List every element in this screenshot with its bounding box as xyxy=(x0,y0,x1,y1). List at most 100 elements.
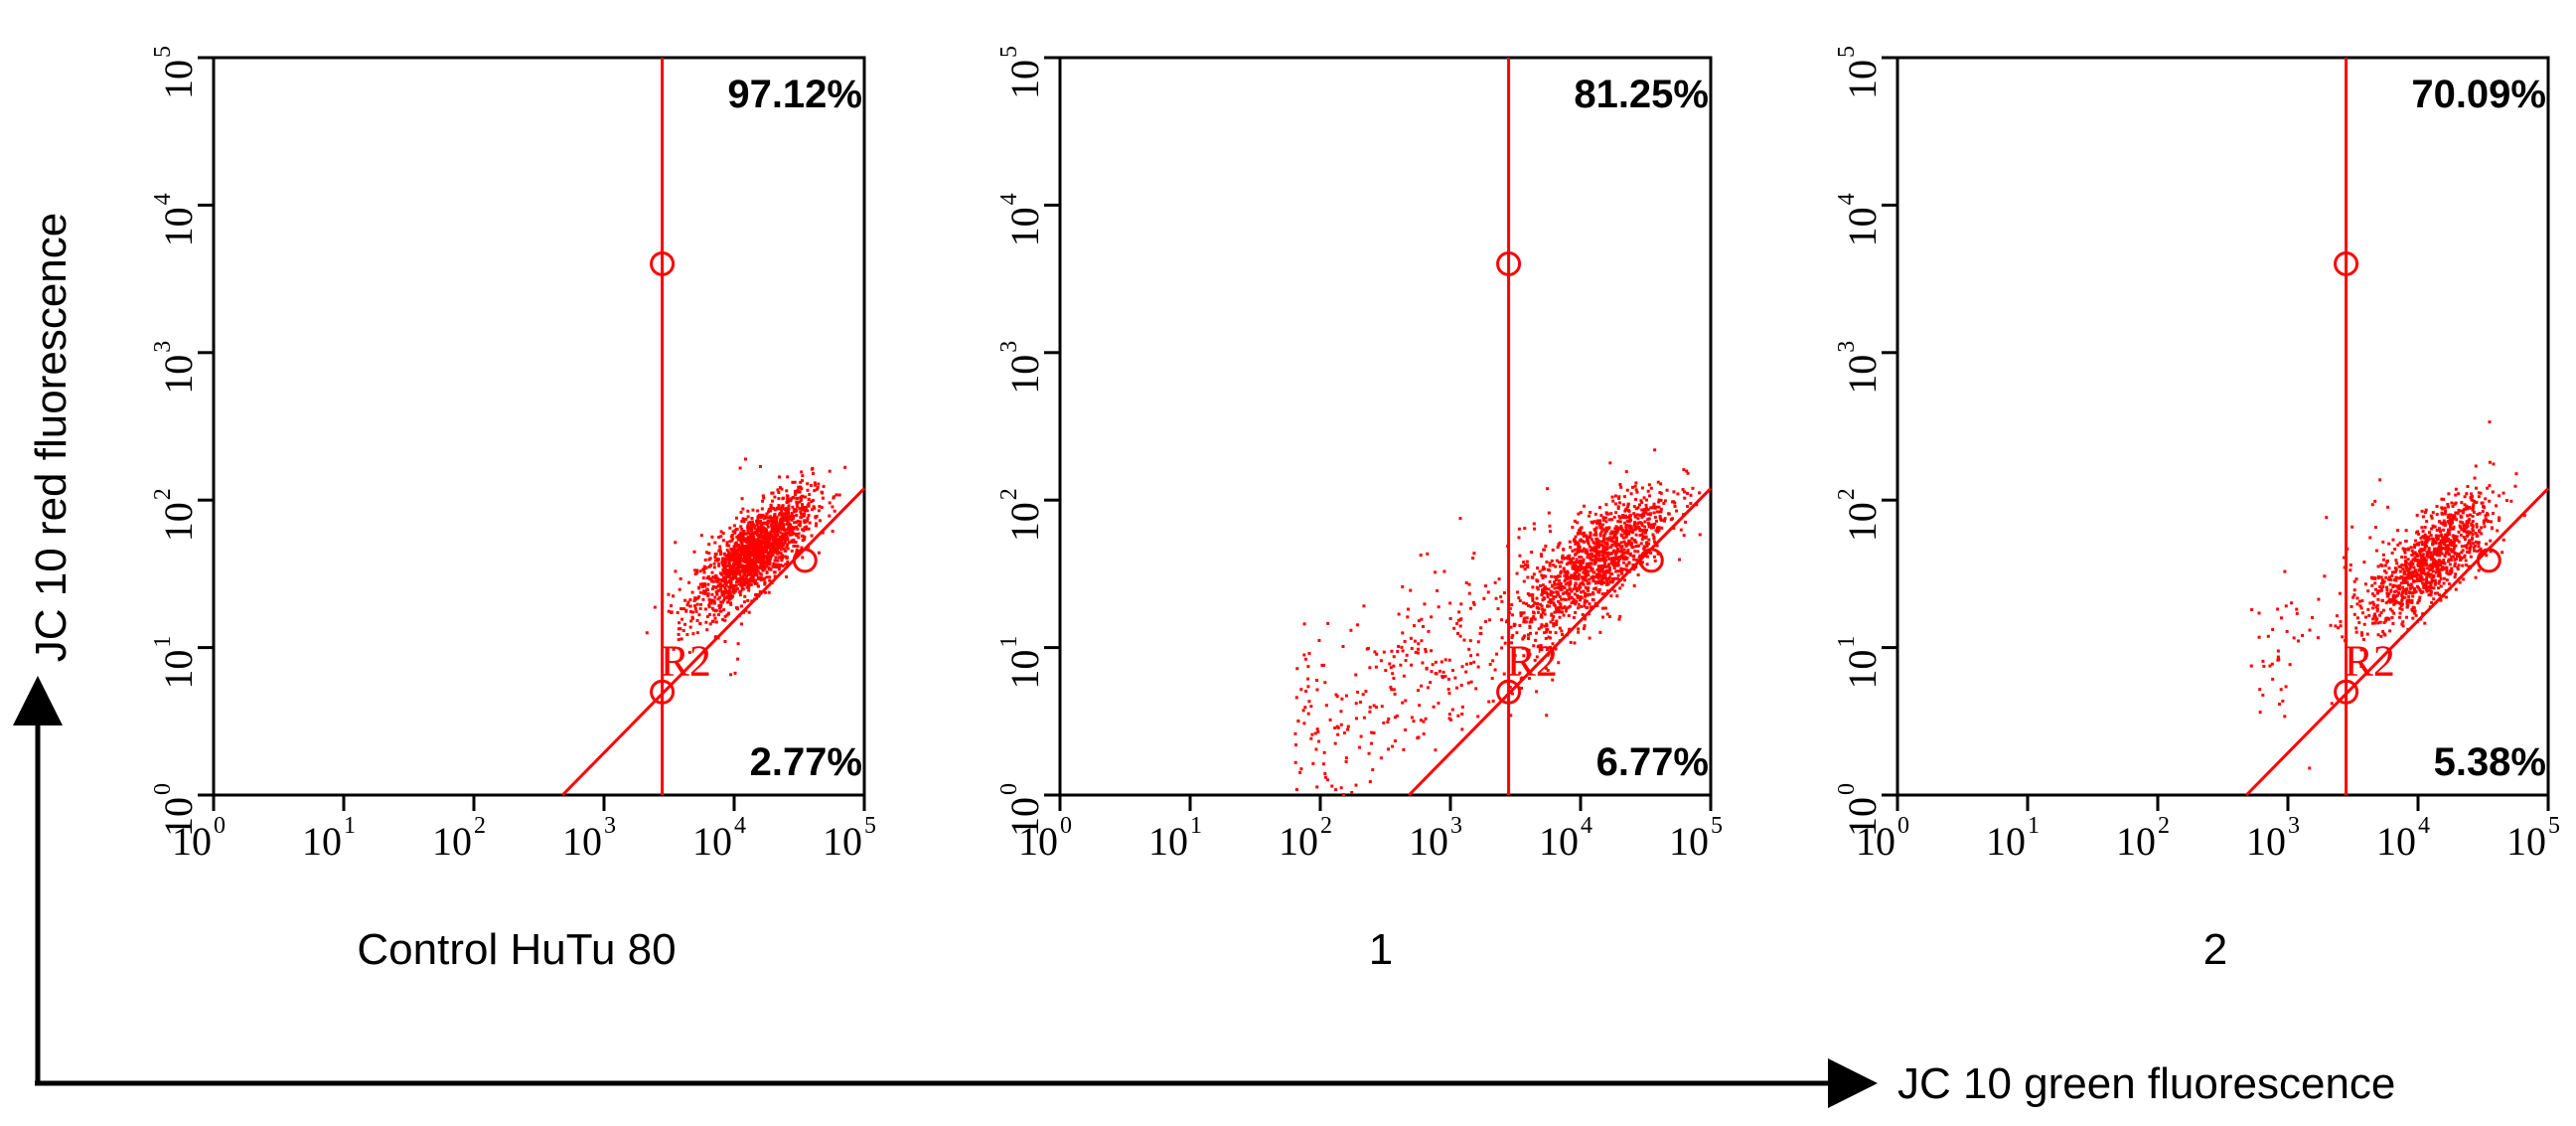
data-point xyxy=(1303,706,1307,710)
data-point xyxy=(1629,492,1633,496)
data-point xyxy=(745,577,749,581)
data-point xyxy=(1469,680,1473,684)
data-point xyxy=(758,464,762,468)
data-point xyxy=(1476,665,1480,669)
data-point xyxy=(1613,550,1617,554)
data-point xyxy=(754,531,758,535)
data-point xyxy=(2360,633,2364,637)
data-point xyxy=(789,523,793,527)
data-point xyxy=(2452,555,2456,559)
data-point xyxy=(2461,511,2465,515)
data-point xyxy=(1557,599,1561,603)
data-point xyxy=(750,547,754,551)
data-point xyxy=(712,562,716,565)
data-point xyxy=(1346,724,1350,728)
data-point xyxy=(748,540,752,544)
data-point xyxy=(1320,663,1324,667)
data-point xyxy=(2439,563,2443,566)
data-point xyxy=(2470,523,2474,527)
data-point xyxy=(779,555,783,559)
data-point xyxy=(1591,559,1594,563)
data-point xyxy=(2391,595,2395,599)
data-point xyxy=(1578,583,1582,587)
data-point xyxy=(2447,513,2451,517)
data-point xyxy=(2362,622,2366,626)
data-point xyxy=(1369,741,1373,745)
data-point xyxy=(1597,551,1601,555)
data-point xyxy=(753,539,757,543)
data-point xyxy=(2420,564,2424,568)
data-point xyxy=(2432,541,2436,545)
data-point xyxy=(1576,574,1580,578)
data-point xyxy=(2400,563,2404,566)
data-point xyxy=(1526,633,1530,637)
data-point xyxy=(1640,515,1644,519)
data-point xyxy=(1307,651,1311,655)
data-point xyxy=(2485,554,2489,558)
data-point xyxy=(2388,582,2392,586)
data-point xyxy=(1500,646,1504,650)
data-point xyxy=(697,585,701,589)
data-point xyxy=(728,571,732,575)
data-point xyxy=(1533,617,1537,621)
data-point xyxy=(2414,559,2418,563)
data-point xyxy=(2413,574,2417,578)
data-point xyxy=(787,532,791,536)
data-point xyxy=(1618,527,1622,531)
data-point xyxy=(1354,717,1358,721)
data-point xyxy=(1537,627,1541,631)
data-point xyxy=(1622,548,1626,552)
data-point xyxy=(1556,608,1560,612)
data-point xyxy=(1315,727,1319,731)
data-point xyxy=(1541,576,1545,580)
data-point xyxy=(1552,622,1556,626)
data-point xyxy=(706,592,710,596)
data-point xyxy=(1390,688,1394,692)
data-point xyxy=(723,552,727,556)
data-point xyxy=(2361,638,2365,642)
data-point xyxy=(725,589,729,593)
data-point xyxy=(1591,548,1594,552)
data-point xyxy=(1594,548,1598,552)
data-point xyxy=(1295,667,1299,671)
data-point xyxy=(1576,521,1580,525)
data-point xyxy=(2416,559,2420,563)
data-point xyxy=(719,535,723,539)
data-point xyxy=(1448,718,1452,722)
data-point xyxy=(1636,506,1640,510)
data-point xyxy=(734,583,738,587)
data-point xyxy=(766,537,770,541)
data-point xyxy=(784,537,788,541)
data-point xyxy=(2464,559,2468,563)
data-point xyxy=(1422,731,1426,735)
data-point xyxy=(1581,550,1585,554)
data-point xyxy=(714,620,718,624)
data-point xyxy=(1571,561,1575,564)
data-point xyxy=(2385,585,2389,589)
data-point xyxy=(1436,588,1440,592)
data-point xyxy=(2379,587,2383,591)
data-point xyxy=(2400,607,2404,611)
data-point xyxy=(828,501,832,505)
data-point xyxy=(1522,561,1526,564)
data-point xyxy=(1333,725,1337,729)
data-point xyxy=(2436,549,2440,553)
data-point xyxy=(775,506,779,510)
data-point xyxy=(744,561,748,564)
data-point xyxy=(815,487,819,491)
data-point xyxy=(769,503,773,507)
data-point xyxy=(1580,561,1584,564)
data-point xyxy=(1526,591,1530,595)
data-point xyxy=(1624,545,1628,549)
data-point xyxy=(1558,541,1562,545)
data-point xyxy=(683,598,687,602)
y-tick-label: 10 xyxy=(156,797,201,837)
data-point xyxy=(697,613,701,617)
data-point xyxy=(1682,534,1686,538)
data-point xyxy=(1367,751,1371,755)
data-point xyxy=(1575,599,1579,603)
data-point xyxy=(2443,512,2447,516)
data-point xyxy=(767,516,771,520)
data-point xyxy=(2429,572,2433,576)
data-point xyxy=(784,563,788,566)
